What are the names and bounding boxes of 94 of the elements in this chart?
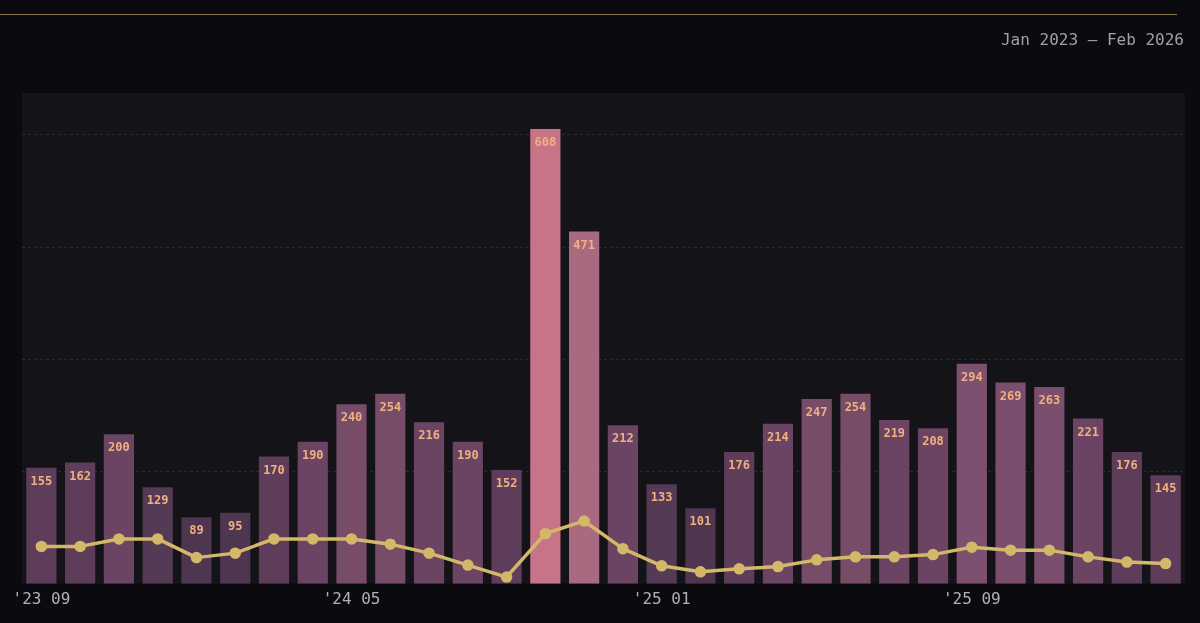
bar bbox=[336, 404, 367, 584]
x-tick-label: '25 01 bbox=[632, 588, 691, 608]
point bbox=[151, 533, 164, 545]
point bbox=[849, 551, 862, 563]
point bbox=[500, 571, 513, 583]
data-label: 155 bbox=[30, 473, 53, 488]
bar bbox=[65, 462, 96, 584]
bar bbox=[995, 382, 1026, 584]
point bbox=[462, 559, 474, 571]
bar bbox=[956, 363, 987, 584]
data-label: 190 bbox=[456, 447, 479, 462]
point bbox=[1082, 551, 1094, 563]
point bbox=[345, 533, 358, 545]
bar bbox=[413, 422, 445, 584]
data-label: 471 bbox=[573, 237, 595, 252]
data-label: 216 bbox=[418, 428, 440, 443]
point bbox=[229, 547, 241, 559]
data-label: 162 bbox=[69, 468, 91, 483]
point bbox=[539, 527, 552, 540]
data-label: 608 bbox=[534, 135, 557, 150]
data-label: 214 bbox=[767, 429, 789, 444]
point bbox=[74, 540, 86, 553]
data-label: 200 bbox=[108, 440, 130, 455]
data-label: 129 bbox=[146, 493, 169, 508]
point bbox=[733, 563, 745, 575]
data-label: 294 bbox=[960, 369, 983, 384]
data-label: 176 bbox=[728, 458, 751, 473]
data-label: 240 bbox=[340, 410, 363, 425]
point bbox=[655, 560, 668, 572]
data-label: 247 bbox=[805, 405, 828, 420]
data-label: 269 bbox=[999, 388, 1022, 403]
bar bbox=[103, 434, 135, 584]
chart-subtitle: Jan 2023 – Feb 2026 bbox=[1000, 30, 1184, 49]
point bbox=[1043, 544, 1056, 556]
data-label: 101 bbox=[689, 514, 712, 529]
data-label: 145 bbox=[1154, 481, 1177, 496]
point bbox=[1159, 557, 1172, 570]
data-label: 212 bbox=[612, 431, 634, 446]
point bbox=[190, 551, 203, 564]
x-tick-label: '23 09 bbox=[12, 588, 71, 608]
point bbox=[927, 548, 939, 561]
bar bbox=[607, 425, 638, 584]
bar bbox=[917, 428, 949, 584]
bar bbox=[181, 517, 212, 584]
data-label: 254 bbox=[844, 399, 867, 414]
point bbox=[966, 541, 978, 553]
data-label: 176 bbox=[1116, 458, 1138, 473]
data-label: 133 bbox=[650, 490, 673, 505]
bar bbox=[1150, 475, 1181, 584]
x-tick-label: '24 05 bbox=[322, 588, 381, 608]
data-label: 190 bbox=[301, 447, 324, 462]
point bbox=[423, 547, 435, 559]
bar bbox=[142, 487, 173, 584]
point bbox=[810, 554, 823, 566]
point bbox=[772, 560, 784, 573]
bar bbox=[26, 467, 57, 584]
point bbox=[888, 551, 900, 563]
bar bbox=[685, 508, 716, 584]
point bbox=[113, 533, 125, 545]
bar bbox=[491, 470, 522, 584]
point bbox=[617, 542, 629, 555]
point bbox=[384, 538, 397, 550]
bar bbox=[1072, 418, 1104, 584]
data-label: 170 bbox=[263, 462, 285, 477]
point bbox=[307, 533, 319, 545]
point bbox=[268, 533, 280, 545]
bar bbox=[258, 456, 290, 584]
data-label: 89 bbox=[189, 523, 204, 538]
bar bbox=[840, 393, 871, 584]
data-label: 208 bbox=[922, 434, 944, 449]
bar bbox=[762, 423, 794, 584]
point bbox=[1004, 544, 1017, 556]
data-label: 95 bbox=[227, 518, 243, 533]
data-label: 254 bbox=[379, 399, 402, 414]
point bbox=[578, 515, 590, 527]
bar bbox=[569, 231, 600, 584]
data-label: 263 bbox=[1038, 393, 1061, 408]
bar bbox=[1034, 387, 1065, 584]
data-label: 152 bbox=[495, 476, 518, 491]
bar bbox=[375, 393, 406, 584]
point bbox=[35, 540, 48, 553]
bar bbox=[879, 419, 910, 584]
bar bbox=[452, 441, 483, 584]
x-tick-label: '25 09 bbox=[942, 588, 1001, 608]
point bbox=[694, 566, 707, 578]
bar bbox=[1111, 452, 1142, 584]
bar bbox=[801, 399, 832, 584]
point bbox=[1121, 556, 1133, 568]
data-label: 219 bbox=[883, 426, 906, 441]
bar bbox=[297, 441, 328, 584]
bar bbox=[530, 128, 561, 584]
data-label: 221 bbox=[1077, 424, 1099, 439]
bar bbox=[646, 484, 677, 584]
bar bbox=[724, 452, 755, 584]
